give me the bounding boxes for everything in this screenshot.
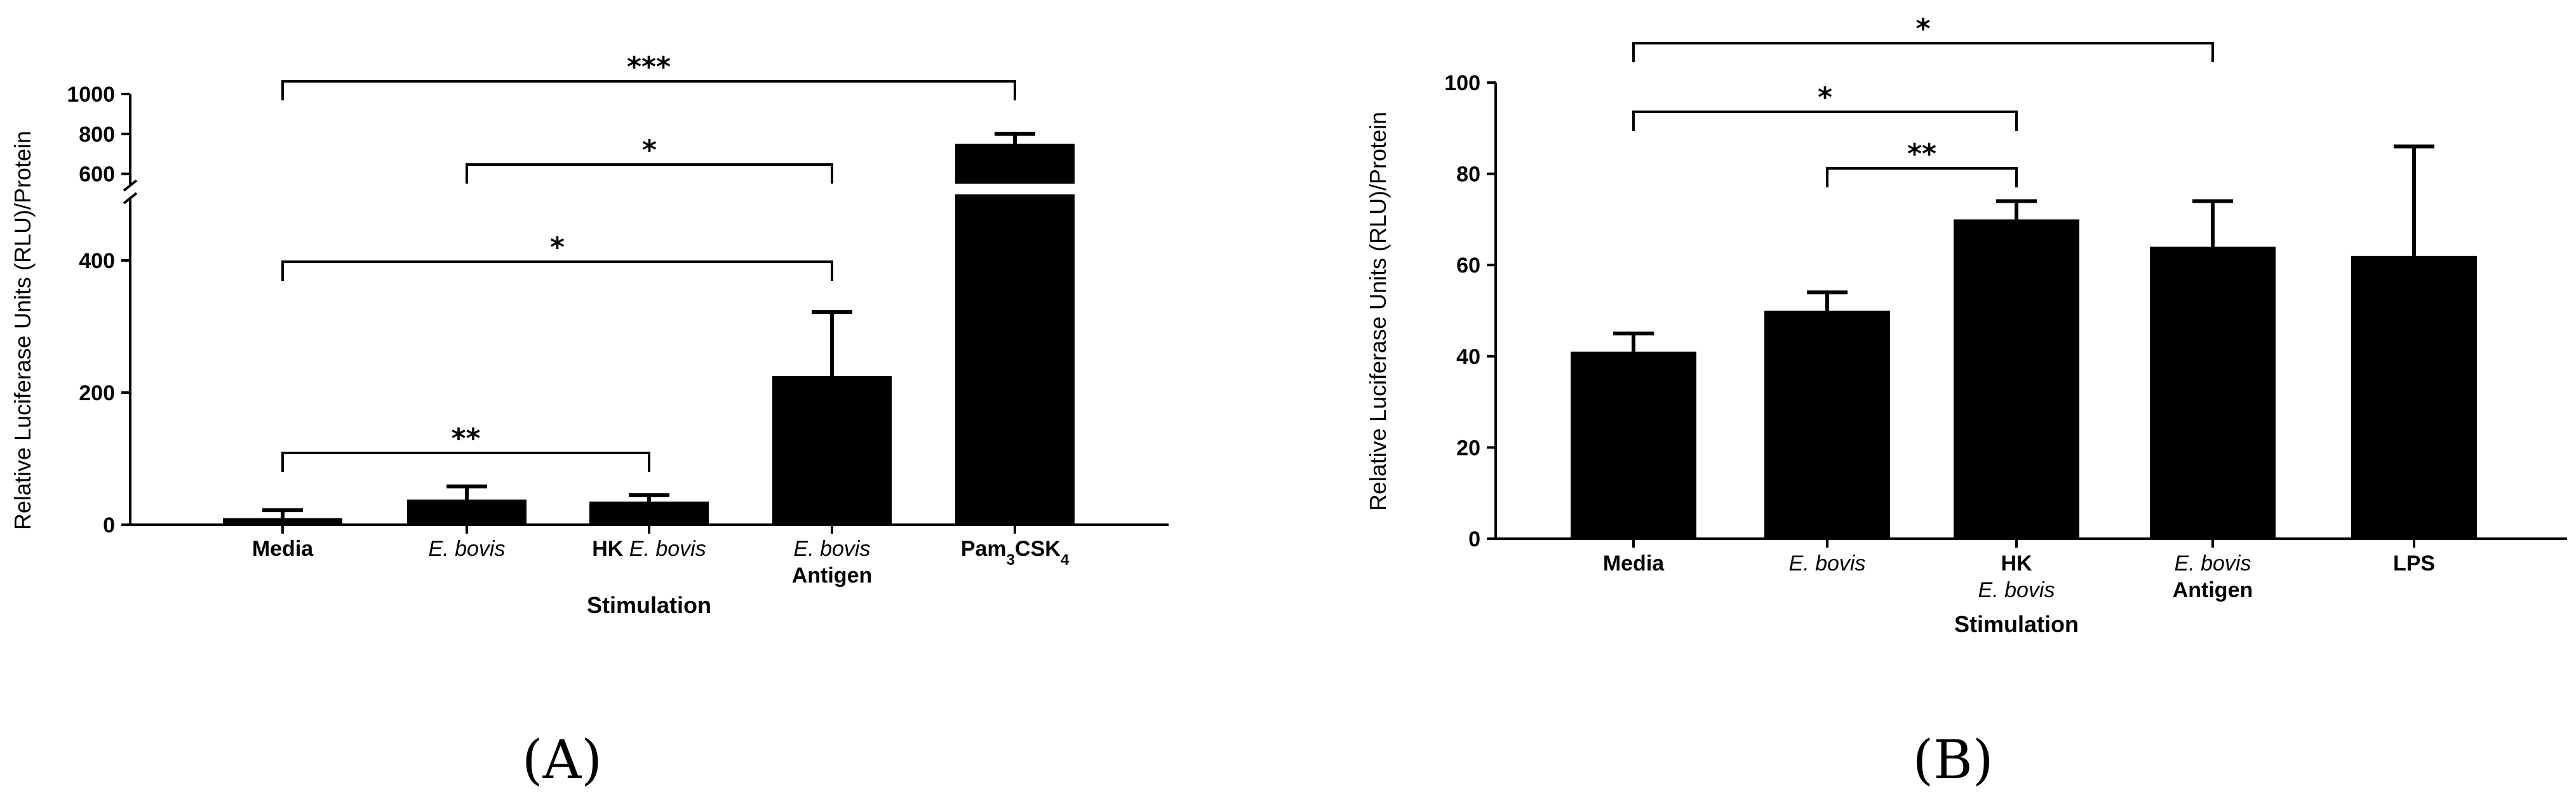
significance-bracket	[281, 452, 650, 472]
significance-bracket	[1826, 167, 2018, 187]
y-tick-label: 60	[1456, 253, 1480, 278]
x-tick-label-1: E. bovis	[429, 537, 506, 561]
bar	[589, 501, 709, 525]
x-tick-label-part: Media	[252, 537, 314, 561]
x-tick-label-2: E. bovis	[1978, 578, 2055, 602]
y-tick-label: 40	[1456, 345, 1480, 369]
x-tick-label-4: Pam3CSK4	[961, 537, 1070, 569]
y-tick-label: 800	[79, 123, 115, 147]
x-tick-label-part: Media	[1603, 551, 1665, 576]
x-tick-label-part: Pam	[961, 537, 1007, 561]
x-tick-label-part: E. bovis	[2175, 551, 2251, 576]
x-tick-label-3: Antigen	[792, 563, 873, 588]
x-tick-label-part: CSK	[1015, 537, 1061, 561]
y-axis-title: Relative Luciferase Units (RLU)/Protein	[1365, 112, 1391, 511]
x-tick-label-1: E. bovis	[1789, 551, 1866, 576]
significance-bracket	[1632, 111, 2018, 131]
y-tick-label: 0	[103, 513, 115, 537]
x-tick-label-2: HK E. bovis	[592, 537, 706, 561]
significance-label: *	[642, 134, 657, 166]
x-tick-label-3: E. bovis	[2175, 551, 2251, 576]
y-tick-label: 0	[1468, 527, 1480, 551]
x-tick-label-part: E. bovis	[629, 537, 706, 561]
x-tick-label-subscript: 3	[1007, 551, 1015, 569]
x-tick-label-0: Media	[1603, 551, 1665, 576]
y-tick-label: 200	[79, 381, 115, 405]
bar	[2351, 255, 2477, 539]
x-tick-label-part: E. bovis	[429, 537, 506, 561]
x-tick-label-part: Antigen	[792, 563, 873, 588]
x-tick-label-part: HK	[2001, 551, 2032, 576]
x-tick-label-part: E. bovis	[1978, 578, 2055, 602]
x-tick-label-part: LPS	[2393, 551, 2435, 576]
y-tick-label: 20	[1456, 436, 1480, 460]
bar	[2150, 246, 2276, 539]
bar	[1954, 219, 2079, 539]
x-tick-label-part: HK	[592, 537, 629, 561]
significance-bracket	[1632, 42, 2214, 62]
x-axis-title: Stimulation	[1954, 611, 2079, 637]
bar	[955, 194, 1075, 525]
y-axis-title: Relative Luciferase Units (RLU)/Protein	[10, 131, 36, 530]
significance-label: *	[1818, 81, 1832, 114]
axis-break-mark	[123, 179, 138, 192]
x-tick-label-3: Antigen	[2173, 578, 2253, 602]
x-tick-label-2: HK	[2001, 551, 2032, 576]
x-tick-label-part: E. bovis	[794, 537, 871, 561]
significance-bracket	[281, 260, 833, 281]
significance-label: *	[550, 231, 565, 264]
significance-bracket	[466, 163, 833, 184]
panel-label: (A)	[522, 729, 602, 791]
panel-label: (B)	[1912, 729, 1993, 791]
y-tick-label: 600	[79, 163, 115, 187]
bar	[223, 518, 342, 525]
x-tick-label-part: E. bovis	[1789, 551, 1866, 576]
significance-label: **	[451, 422, 480, 455]
significance-label: *	[1915, 13, 1930, 45]
x-tick-label-part: Antigen	[2173, 578, 2253, 602]
x-tick-label-0: Media	[252, 537, 314, 561]
bar	[1571, 351, 1696, 539]
y-tick-label: 80	[1456, 163, 1480, 187]
bar	[955, 144, 1075, 184]
bar	[772, 376, 892, 525]
significance-bracket	[281, 80, 1016, 100]
bar	[407, 499, 527, 525]
axis-break-mark	[123, 192, 138, 205]
y-tick-label: 400	[79, 249, 115, 273]
x-tick-label-4: LPS	[2393, 551, 2435, 576]
y-tick-label: 1000	[67, 83, 115, 107]
x-axis-title: Stimulation	[587, 592, 711, 618]
y-tick-label: 100	[1444, 71, 1480, 95]
significance-label: ***	[627, 51, 671, 83]
bar	[1764, 311, 1890, 539]
significance-label: **	[1907, 138, 1936, 170]
x-tick-label-subscript: 4	[1061, 551, 1070, 569]
x-tick-label-3: E. bovis	[794, 537, 871, 561]
